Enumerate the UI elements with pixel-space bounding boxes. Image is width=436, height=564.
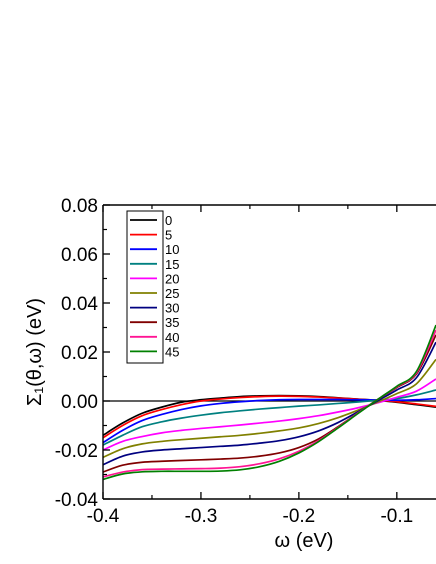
legend-label-20: 20 — [165, 271, 179, 286]
series-line-10 — [102, 397, 436, 444]
y-tick-label: 0.06 — [61, 245, 98, 266]
x-tick-label: -0.4 — [87, 506, 120, 527]
y-tick-label: 0.04 — [61, 294, 98, 315]
legend-label-25: 25 — [165, 286, 179, 301]
y-tick-label: -0.02 — [55, 441, 98, 462]
legend-label-35: 35 — [165, 315, 179, 330]
legend-label-40: 40 — [165, 330, 179, 345]
series-line-45 — [102, 324, 436, 481]
legend-label-30: 30 — [165, 301, 179, 316]
legend-label-45: 45 — [165, 344, 179, 359]
legend-label-15: 15 — [165, 257, 179, 272]
x-axis-label: ω (eV) — [275, 530, 334, 552]
legend-label-0: 0 — [165, 213, 172, 228]
x-tick-label: -0.2 — [283, 506, 316, 527]
y-tick-label: 0.08 — [61, 196, 98, 217]
x-tick-label: -0.3 — [185, 506, 218, 527]
series-line-30 — [102, 341, 436, 466]
series-line-25 — [102, 358, 436, 459]
x-tick-label: -0.1 — [380, 506, 413, 527]
legend-label-10: 10 — [165, 242, 179, 257]
y-tick-label: -0.04 — [55, 490, 99, 511]
series-layer — [102, 324, 436, 481]
y-tick-label: 0.00 — [61, 392, 98, 413]
y-axis-label: Σ₁(θ,ω) (eV) — [24, 298, 46, 406]
ticks-layer: -0.4 -0.3 -0.2 -0.1 -0.04 -0.02 0.00 0.02 0.04 0.… — [55, 196, 414, 527]
y-tick-label: 0.02 — [61, 343, 98, 364]
legend-label-5: 5 — [165, 228, 172, 243]
series-line-20 — [102, 378, 436, 451]
